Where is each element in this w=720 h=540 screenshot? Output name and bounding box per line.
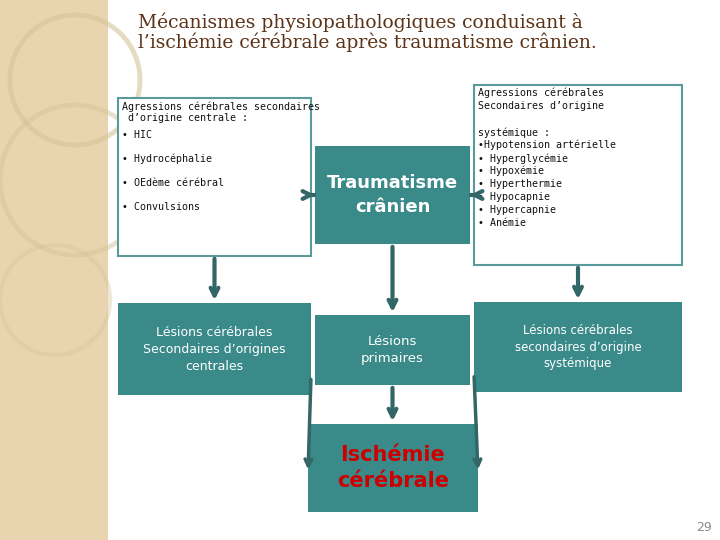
Text: Lésions
primaires: Lésions primaires	[361, 335, 424, 365]
Bar	[108, 0, 720, 540]
Bar	[118, 303, 311, 395]
Bar	[315, 315, 470, 385]
Text: Mécanismes physiopathologiques conduisant à: Mécanismes physiopathologiques conduisan…	[138, 13, 582, 32]
Text: • OEdème cérébral: • OEdème cérébral	[122, 178, 224, 188]
Text: Lésions cérébrales
secondaires d’origine
systémique: Lésions cérébrales secondaires d’origine…	[515, 323, 642, 370]
Text: • Convulsions: • Convulsions	[122, 202, 200, 212]
Bar	[308, 424, 478, 512]
Text: • Hydrocéphalie: • Hydrocéphalie	[122, 154, 212, 165]
Text: • Hyperthermie: • Hyperthermie	[478, 179, 562, 189]
Text: Agressions cérébrales: Agressions cérébrales	[478, 88, 604, 98]
Text: • Hyperglycémie: • Hyperglycémie	[478, 153, 568, 164]
Bar	[474, 85, 682, 265]
Text: • Hypocapnie: • Hypocapnie	[478, 192, 550, 202]
Text: Traumatisme
crânien: Traumatisme crânien	[327, 174, 458, 216]
Text: Lésions cérébrales
Secondaires d’origines
centrales: Lésions cérébrales Secondaires d’origine…	[143, 326, 286, 373]
Bar	[474, 302, 682, 392]
Text: 29: 29	[696, 521, 712, 534]
Text: • Hypercapnie: • Hypercapnie	[478, 205, 556, 215]
Text: Secondaires d’origine: Secondaires d’origine	[478, 101, 604, 111]
Text: Ischémie
cérébrale: Ischémie cérébrale	[337, 445, 449, 491]
Text: • Hypoxémie: • Hypoxémie	[478, 166, 544, 177]
Text: d’origine centrale :: d’origine centrale :	[122, 113, 248, 123]
Text: • HIC: • HIC	[122, 130, 152, 140]
Text: Agressions cérébrales secondaires: Agressions cérébrales secondaires	[122, 101, 320, 111]
Text: •Hypotension artérielle: •Hypotension artérielle	[478, 140, 616, 151]
Text: systémique :: systémique :	[478, 127, 550, 138]
Bar	[0, 0, 108, 540]
Bar	[118, 98, 311, 256]
Text: • Anémie: • Anémie	[478, 218, 526, 228]
Bar	[315, 146, 470, 244]
Text: l’ischémie cérébrale après traumatisme crânien.: l’ischémie cérébrale après traumatisme c…	[138, 33, 597, 52]
